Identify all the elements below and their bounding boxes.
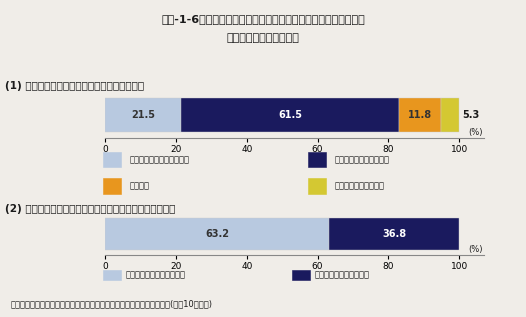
Bar	[181, 98, 399, 132]
Text: 11.8: 11.8	[408, 110, 432, 120]
Bar	[105, 98, 181, 132]
Bar	[105, 218, 329, 250]
Text: 36.8: 36.8	[382, 229, 406, 239]
Text: 自社の一部が競争力あり: 自社の一部が競争力あり	[335, 155, 390, 164]
Text: 競争力をどう見ているか: 競争力をどう見ているか	[227, 33, 299, 43]
Bar	[308, 152, 327, 167]
Text: (2) 今後の主力技術・商品について競争力のかげりを懸念: (2) 今後の主力技術・商品について競争力のかげりを懸念	[5, 204, 176, 215]
Bar	[103, 269, 122, 281]
Text: (%): (%)	[468, 127, 482, 137]
Bar	[441, 98, 460, 132]
Bar	[103, 178, 122, 194]
Text: (%): (%)	[468, 245, 482, 254]
Text: 海外の方が競争力あり: 海外の方が競争力あり	[335, 182, 385, 191]
Bar	[103, 152, 122, 167]
Text: 競争力低下の危機感あり: 競争力低下の危機感あり	[314, 270, 369, 280]
Text: (1) 現在の主力技術・商品は競争力ありと認識: (1) 現在の主力技術・商品は競争力ありと認識	[5, 81, 144, 91]
Text: ほぼ対等: ほぼ対等	[129, 182, 149, 191]
Text: 資料：社団法人　経済団体連合会「産業技術力強化のための実態調査」(平成10年９月): 資料：社団法人 経済団体連合会「産業技術力強化のための実態調査」(平成10年９月…	[11, 300, 213, 308]
Text: 63.2: 63.2	[205, 229, 229, 239]
Text: 61.5: 61.5	[278, 110, 302, 120]
Bar	[291, 269, 310, 281]
Text: 競争力を維持・向上できる: 競争力を維持・向上できる	[125, 270, 186, 280]
Text: 21.5: 21.5	[132, 110, 155, 120]
Bar	[329, 218, 459, 250]
Text: 5.3: 5.3	[462, 110, 480, 120]
Bar	[399, 98, 441, 132]
Text: 第１-1-6図　日本の企業は自社の主力技術・商品の海外に対する: 第１-1-6図 日本の企業は自社の主力技術・商品の海外に対する	[161, 14, 365, 24]
Bar	[308, 178, 327, 194]
Text: 自社が全体的に競争力あり: 自社が全体的に競争力あり	[129, 155, 189, 164]
